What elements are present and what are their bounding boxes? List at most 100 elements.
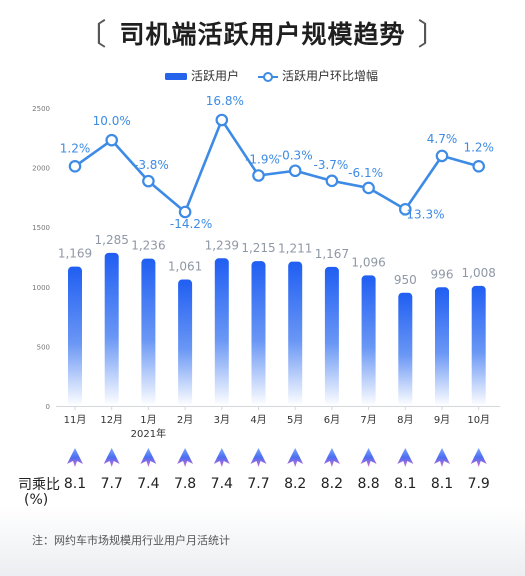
footnote: 注：网约车市场规模用行业用户月活统计 [32, 534, 230, 547]
ratio-value: 8.8 [357, 476, 379, 492]
x-tick-label: 6月 [324, 414, 340, 426]
ratio-unit-label: (%) [24, 492, 49, 508]
line-point [362, 181, 375, 195]
bar-value-label: 1,239 [205, 238, 239, 252]
line-value-label: -0.3% [278, 149, 313, 163]
x-tick-label: 2月 [177, 414, 193, 426]
bar-value-label: 1,008 [462, 266, 496, 280]
line-value-label: -3.8% [134, 158, 169, 172]
x-tick-label: 11月 [64, 414, 87, 426]
y-tick-label: 2500 [32, 105, 50, 113]
line-value-label: 4.7% [427, 132, 458, 146]
line-point [435, 149, 449, 163]
bar [471, 285, 486, 406]
bar-value-label: 1,211 [278, 242, 312, 256]
bar-series [68, 252, 486, 406]
bar-value-label: 1,169 [58, 247, 92, 261]
ratio-value: 7.9 [468, 476, 490, 492]
bar [214, 258, 229, 406]
bar-value-label: 1,236 [131, 239, 165, 253]
ratio-value: 7.4 [211, 476, 233, 492]
line-value-label: -1.9% [245, 152, 280, 166]
x-tick-label: 8月 [397, 414, 413, 426]
car-icon [360, 448, 377, 467]
footer-background [0, 505, 525, 576]
y-axis: 0 500 1000 1500 2000 2500 [32, 105, 500, 411]
line-value-label: 1.2% [60, 141, 91, 155]
line-point [142, 174, 155, 188]
y-tick-label: 1500 [32, 224, 50, 232]
car-icon [434, 448, 450, 467]
ratio-value: 7.4 [137, 476, 159, 492]
y-tick-label: 1000 [32, 284, 50, 292]
line-value-label: -3.7% [313, 158, 348, 172]
line-point [252, 169, 265, 182]
line-value-label: -6.1% [348, 166, 383, 180]
bar [68, 266, 82, 406]
bar [324, 266, 339, 406]
chart-title: 〔司机端活跃用户规模趋势〕 [0, 10, 525, 54]
x-tick-label: 3月 [214, 414, 230, 426]
line-point [472, 159, 485, 173]
bar [435, 287, 449, 406]
bar-value-label: 950 [394, 273, 417, 287]
growth-line [74, 118, 480, 214]
x-tick-label: 9月 [434, 414, 450, 426]
x-tick-label: 1月 [140, 414, 156, 426]
car-icon [470, 448, 487, 467]
bar-value-label: 1,285 [95, 233, 129, 247]
bar [104, 252, 119, 406]
legend-bar-swatch [165, 73, 187, 80]
bar-value-label: 1,167 [315, 247, 349, 261]
y-tick-label: 0 [46, 403, 50, 411]
line-value-label: -14.2% [170, 217, 212, 231]
line-point [398, 203, 412, 216]
line-value-label: 10.0% [93, 114, 131, 128]
x-tick-label: 5月 [287, 414, 303, 426]
bar-value-label: 1,215 [241, 241, 275, 255]
ratio-label: 司乘比 [18, 477, 60, 493]
line-value-label: 1.2% [463, 140, 494, 154]
x-tick-label: 4月 [250, 414, 266, 426]
line-point [325, 174, 339, 188]
legend: 活跃用户 活跃用户环比增幅 [165, 68, 378, 83]
line-value-label: -13.3% [402, 207, 444, 221]
y-tick-label: 500 [37, 343, 50, 351]
bar [251, 261, 266, 406]
car-icon [140, 448, 157, 467]
ratio-value: 8.2 [321, 476, 343, 492]
bar-value-label: 996 [431, 267, 454, 281]
x-tick-label: 12月 [100, 414, 123, 426]
legend-line-marker [263, 72, 273, 82]
bar-value-label: 1,096 [351, 255, 385, 269]
car-icon [250, 448, 267, 467]
ratio-value: 7.7 [247, 476, 269, 492]
bar [361, 275, 376, 406]
bar [398, 292, 413, 406]
title-open-bracket: 〔 [76, 18, 108, 53]
car-icon [213, 448, 230, 467]
bar-value-label: 1,061 [168, 260, 202, 274]
line-point [68, 159, 82, 173]
x-tick-label: 10月 [467, 414, 490, 426]
bar [178, 279, 193, 406]
line-value-label: 16.8% [206, 94, 244, 108]
ratio-value: 8.1 [431, 476, 453, 492]
car-icon [287, 448, 304, 467]
car-icon [177, 448, 194, 467]
line-point [288, 164, 302, 178]
line-point [105, 133, 118, 147]
car-icon [397, 448, 414, 467]
ratio-value: 8.1 [64, 476, 86, 492]
bar [288, 261, 303, 406]
car-icon [67, 448, 83, 467]
ratio-value: 8.1 [394, 476, 416, 492]
title-close-bracket: 〕 [417, 18, 449, 53]
ratio-value: 8.2 [284, 476, 306, 492]
x-tick-sublabel: 2021年 [131, 427, 166, 440]
line-point [215, 113, 229, 127]
ratio-value: 7.7 [101, 476, 123, 492]
